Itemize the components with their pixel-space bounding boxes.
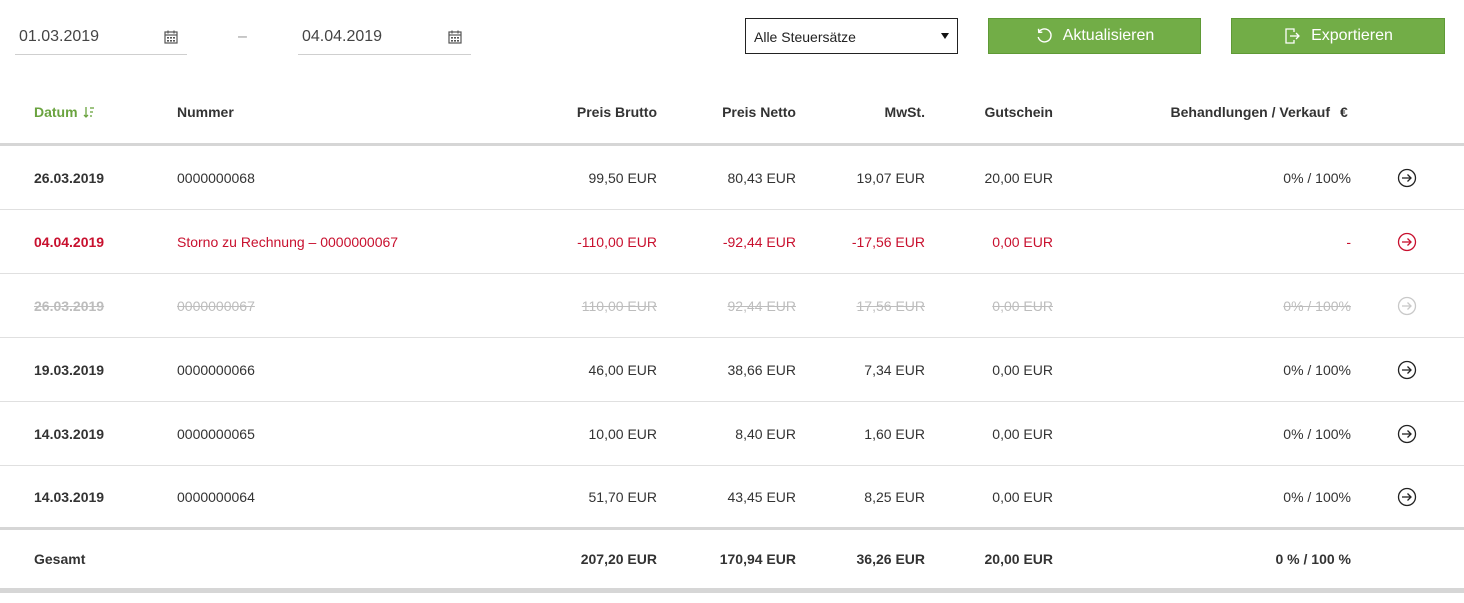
export-button-label: Exportieren (1311, 27, 1393, 44)
open-invoice-button[interactable] (1396, 210, 1418, 273)
row-number: 0000000067 (177, 297, 255, 314)
table-header: Datum Nummer Preis Brutto Preis Netto Mw… (0, 80, 1464, 146)
row-brutto: -110,00 EUR (577, 233, 657, 250)
refresh-button-label: Aktualisieren (1062, 27, 1155, 44)
export-button[interactable]: Exportieren (1231, 18, 1445, 54)
row-date: 26.03.2019 (34, 297, 105, 314)
row-number: 0000000065 (177, 425, 255, 442)
row-brutto: 51,70 EUR (588, 488, 657, 505)
open-invoice-button[interactable] (1396, 274, 1418, 337)
open-invoice-button[interactable] (1396, 466, 1418, 527)
sort-icon[interactable] (83, 106, 95, 118)
row-date: 04.04.2019 (34, 233, 105, 250)
row-netto: -92,44 EUR (722, 233, 796, 250)
currency-euro-icon: € (1340, 103, 1348, 120)
row-gutschein: 0,00 EUR (992, 297, 1053, 314)
footer-brutto: 207,20 EUR (580, 551, 657, 567)
column-header-behandlungen: Behandlungen / Verkauf (1170, 103, 1330, 120)
row-date: 19.03.2019 (34, 361, 105, 378)
date-range-separator: – (238, 28, 247, 45)
column-header-netto: Preis Netto (722, 103, 796, 120)
row-mwst: 19,07 EUR (856, 169, 925, 186)
row-ratio: 0% / 100% (1283, 425, 1351, 442)
table-footer-total: Gesamt 207,20 EUR 170,94 EUR 36,26 EUR 2… (0, 530, 1464, 593)
row-ratio: 0% / 100% (1283, 488, 1351, 505)
row-mwst: -17,56 EUR (851, 233, 925, 250)
arrow-circle-right-icon[interactable] (1397, 296, 1417, 316)
tax-rate-select-value: Alle Steuersätze (754, 29, 856, 45)
date-from-field[interactable]: 01.03.2019 (15, 18, 187, 55)
table-row[interactable]: 14.03.2019 0000000064 51,70 EUR 43,45 EUR 8,… (0, 466, 1464, 530)
row-number: 0000000066 (177, 361, 255, 378)
row-ratio: 0% / 100% (1283, 169, 1351, 186)
footer-mwst: 36,26 EUR (856, 551, 925, 567)
table-row[interactable]: 26.03.2019 0000000067 110,00 EUR 92,44 EUR 1… (0, 274, 1464, 338)
chevron-down-icon (941, 33, 949, 39)
row-date: 14.03.2019 (34, 425, 105, 442)
row-brutto: 99,50 EUR (588, 169, 657, 186)
row-netto: 43,45 EUR (727, 488, 796, 505)
column-header-gutschein: Gutschein (984, 103, 1053, 120)
date-to-field[interactable]: 04.04.2019 (298, 18, 471, 55)
row-number: 0000000068 (177, 169, 255, 186)
open-invoice-button[interactable] (1396, 146, 1418, 209)
row-ratio: - (1346, 233, 1351, 250)
row-gutschein: 0,00 EUR (992, 233, 1053, 250)
open-invoice-button[interactable] (1396, 338, 1418, 401)
row-brutto: 46,00 EUR (588, 361, 657, 378)
table-row[interactable]: 26.03.2019 0000000068 99,50 EUR 80,43 EUR 19… (0, 146, 1464, 210)
table-row[interactable]: 19.03.2019 0000000066 46,00 EUR 38,66 EUR 7,… (0, 338, 1464, 402)
row-mwst: 8,25 EUR (864, 488, 925, 505)
filter-toolbar: 01.03.2019 – 04.04.2019 Alle Steuersätze (0, 0, 1464, 80)
calendar-icon[interactable] (448, 30, 462, 44)
row-date: 26.03.2019 (34, 169, 105, 186)
row-number: 0000000064 (177, 488, 255, 505)
row-mwst: 7,34 EUR (864, 361, 925, 378)
row-netto: 38,66 EUR (727, 361, 796, 378)
tax-rate-select[interactable]: Alle Steuersätze (745, 18, 958, 54)
row-netto: 80,43 EUR (727, 169, 796, 186)
arrow-circle-right-icon[interactable] (1397, 168, 1417, 188)
table-row[interactable]: 04.04.2019 Storno zu Rechnung – 000000006… (0, 210, 1464, 274)
row-mwst: 17,56 EUR (856, 297, 925, 314)
footer-ratio: 0 % / 100 % (1275, 551, 1352, 567)
row-gutschein: 0,00 EUR (992, 425, 1053, 442)
date-from-value: 01.03.2019 (19, 28, 100, 45)
table-row[interactable]: 14.03.2019 0000000065 10,00 EUR 8,40 EUR 1,6… (0, 402, 1464, 466)
row-number: Storno zu Rechnung – 0000000067 (177, 233, 399, 250)
calendar-icon[interactable] (164, 30, 178, 44)
row-gutschein: 0,00 EUR (992, 488, 1053, 505)
row-gutschein: 0,00 EUR (992, 361, 1053, 378)
column-header-date[interactable]: Datum (34, 80, 95, 143)
arrow-circle-right-icon[interactable] (1397, 424, 1417, 444)
row-netto: 8,40 EUR (735, 425, 796, 442)
footer-label: Gesamt (34, 551, 86, 567)
row-ratio: 0% / 100% (1283, 297, 1351, 314)
footer-netto: 170,94 EUR (719, 551, 796, 567)
refresh-button[interactable]: Aktualisieren (988, 18, 1201, 54)
export-icon (1285, 28, 1300, 44)
column-header-number: Nummer (177, 103, 234, 120)
row-gutschein: 20,00 EUR (984, 169, 1053, 186)
row-brutto: 10,00 EUR (588, 425, 657, 442)
row-mwst: 1,60 EUR (864, 425, 925, 442)
column-header-mwst: MwSt. (884, 103, 925, 120)
column-header-brutto: Preis Brutto (576, 103, 657, 120)
arrow-circle-right-icon[interactable] (1397, 232, 1417, 252)
row-brutto: 110,00 EUR (581, 297, 657, 314)
arrow-circle-right-icon[interactable] (1397, 487, 1417, 507)
open-invoice-button[interactable] (1396, 402, 1418, 465)
row-ratio: 0% / 100% (1283, 361, 1351, 378)
arrow-circle-right-icon[interactable] (1397, 360, 1417, 380)
refresh-icon (1037, 28, 1052, 43)
footer-gutschein: 20,00 EUR (984, 551, 1053, 567)
row-date: 14.03.2019 (34, 488, 105, 505)
date-to-value: 04.04.2019 (302, 28, 383, 45)
invoice-table: Datum Nummer Preis Brutto Preis Netto Mw… (0, 80, 1464, 593)
row-netto: 92,44 EUR (727, 297, 796, 314)
